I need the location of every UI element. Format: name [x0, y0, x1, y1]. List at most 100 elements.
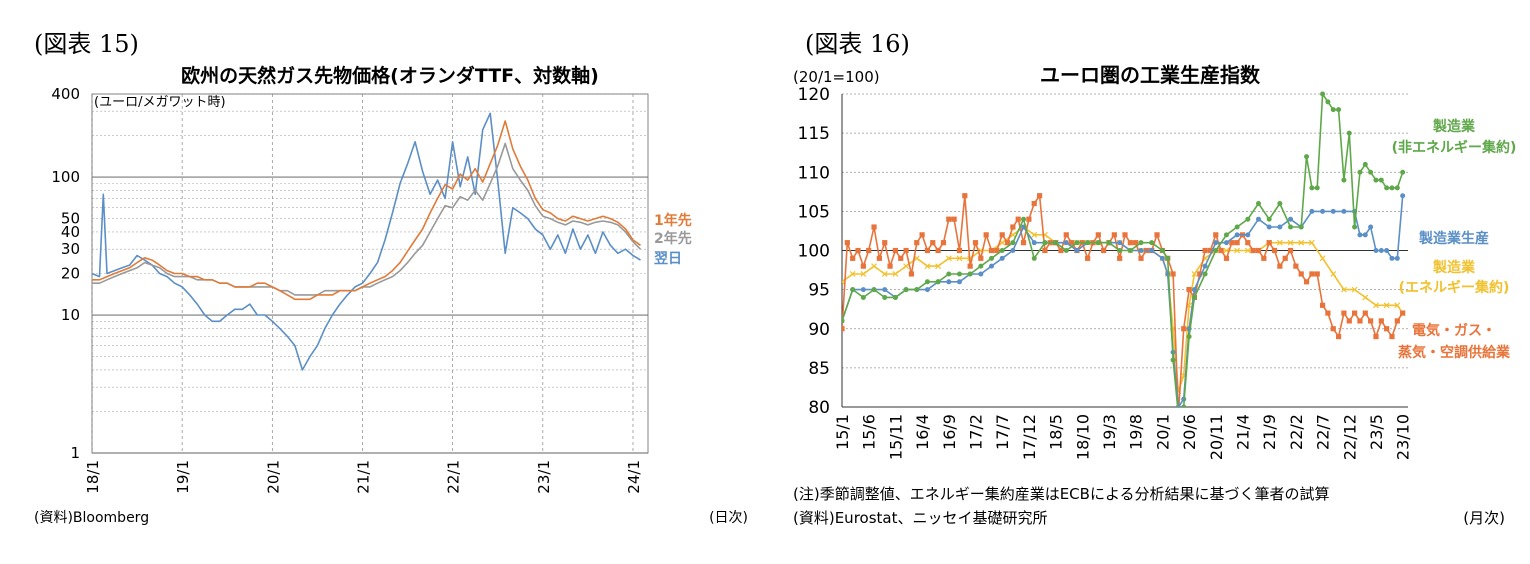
x-axis-unit: (月次)	[1463, 509, 1505, 527]
legend-label: 蒸気・空調供給業	[1398, 344, 1511, 361]
data-point	[1213, 240, 1219, 246]
data-point	[1298, 224, 1304, 230]
x-tick-label: 20/6	[1180, 414, 1199, 450]
y-axis-label: (20/1=100)	[793, 68, 880, 86]
figure-label: (図表 15)	[34, 30, 139, 58]
data-point	[1378, 318, 1384, 324]
data-point	[983, 232, 989, 238]
figure-label: (図表 16)	[805, 30, 910, 58]
data-point	[1309, 271, 1315, 277]
data-point	[1394, 255, 1400, 261]
data-point	[1384, 248, 1390, 253]
data-point	[1149, 240, 1155, 246]
x-tick-label: 24/1	[625, 460, 643, 494]
data-point	[1154, 232, 1160, 238]
data-point	[844, 240, 850, 246]
data-point	[1191, 271, 1198, 277]
y-tick-label: 90	[808, 320, 830, 340]
data-point	[951, 216, 957, 222]
data-point	[978, 263, 984, 269]
data-point	[1106, 240, 1112, 246]
data-point	[1186, 334, 1192, 340]
data-point	[882, 287, 888, 293]
data-point	[903, 287, 909, 293]
data-point	[956, 271, 962, 277]
data-point	[1063, 248, 1069, 253]
series-line-3	[91, 112, 641, 371]
data-point	[1111, 232, 1117, 238]
x-tick-label: 18/10	[1073, 414, 1092, 460]
data-point	[914, 240, 920, 246]
data-point	[999, 232, 1005, 238]
data-point	[1042, 247, 1048, 254]
data-point	[1159, 255, 1165, 261]
data-point	[1383, 302, 1390, 309]
data-point	[1095, 232, 1101, 238]
y-tick-label: 100	[51, 168, 80, 186]
data-point	[842, 326, 845, 332]
data-point	[1394, 302, 1401, 309]
data-point	[1340, 286, 1347, 293]
data-point	[924, 263, 931, 270]
data-point	[1362, 294, 1369, 301]
data-point	[1335, 333, 1342, 340]
data-point	[1357, 169, 1363, 175]
data-point	[1309, 185, 1315, 191]
data-point	[860, 294, 866, 300]
data-point	[1384, 326, 1390, 332]
x-tick-label: 15/6	[860, 414, 879, 450]
data-point	[1373, 248, 1379, 253]
data-point	[1336, 107, 1342, 113]
series-line-4	[842, 194, 1404, 407]
data-point	[892, 247, 898, 254]
data-point	[1341, 177, 1347, 183]
data-point	[1186, 287, 1192, 293]
data-point	[881, 271, 888, 277]
data-point	[1320, 208, 1326, 214]
data-point	[866, 247, 872, 254]
data-point	[1101, 247, 1107, 254]
x-tick-label: 17/2	[966, 414, 985, 450]
data-point	[1133, 240, 1139, 246]
data-point	[1244, 247, 1251, 254]
y-tick-label: 115	[798, 124, 830, 144]
data-point	[945, 255, 952, 262]
data-point	[1234, 232, 1240, 238]
data-point	[1389, 185, 1395, 191]
x-axis-unit: (日次)	[709, 510, 748, 526]
data-point	[988, 247, 995, 254]
data-point	[1319, 255, 1326, 262]
data-point	[1362, 232, 1368, 238]
x-tick-label: 21/9	[1260, 414, 1279, 450]
data-point	[972, 240, 979, 246]
data-point	[860, 263, 866, 269]
y-tick-label: 50	[61, 210, 80, 228]
x-tick-label: 18/5	[1047, 414, 1066, 450]
data-point	[887, 263, 893, 269]
data-point	[1165, 255, 1171, 261]
y-tick-label: 120	[798, 85, 830, 105]
x-tick-label: 19/8	[1127, 414, 1146, 450]
data-point	[1010, 240, 1016, 246]
data-point	[903, 263, 909, 270]
data-point	[924, 287, 930, 293]
data-point	[882, 240, 888, 246]
y-tick-label: 10	[61, 306, 80, 324]
data-point	[892, 294, 898, 300]
data-point	[1362, 310, 1368, 316]
x-tick-label: 22/1	[445, 460, 463, 494]
data-point	[1234, 240, 1240, 246]
data-point	[1004, 240, 1011, 246]
data-point	[1373, 302, 1379, 309]
data-point	[1341, 310, 1347, 316]
data-point	[1394, 318, 1400, 324]
data-point	[842, 278, 845, 285]
x-tick-label: 15/1	[833, 414, 852, 450]
x-tick-label: 20/1	[1153, 414, 1172, 450]
data-point	[1346, 130, 1352, 136]
legend-label: 製造業	[1432, 259, 1476, 276]
data-point	[935, 279, 941, 285]
data-point	[1271, 247, 1278, 254]
data-point	[1213, 248, 1219, 253]
data-point	[1277, 201, 1283, 207]
